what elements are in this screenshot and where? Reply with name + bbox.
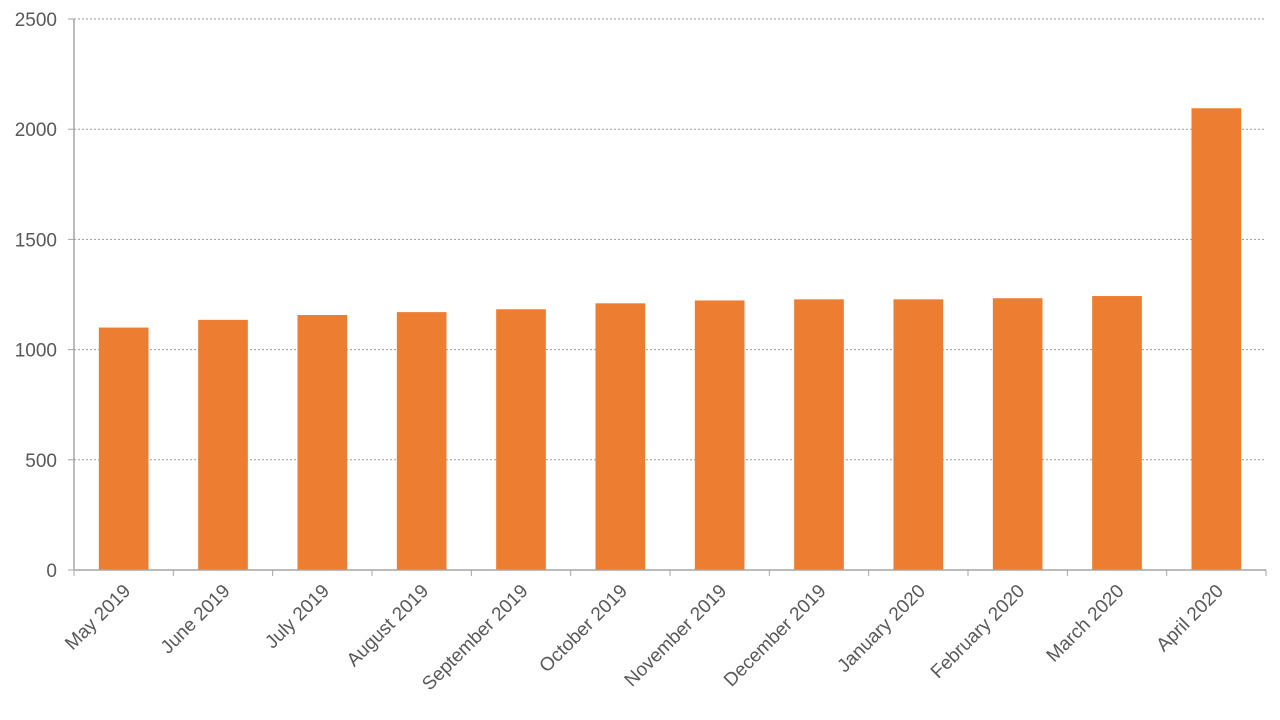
x-tick-label: September 2019 [418,581,532,695]
x-tick-label: January 2020 [834,581,930,677]
x-tick-label: March 2020 [1043,581,1129,667]
bars [98,108,1242,571]
x-tick-label: May 2019 [61,581,135,655]
y-tick-label: 1000 [15,341,57,362]
y-tick-label: 0 [46,561,57,582]
x-tick-label: August 2019 [343,581,433,671]
y-tick-label: 2500 [15,10,57,31]
bar [893,299,944,570]
bar [1191,108,1242,571]
x-tick-label: February 2020 [927,581,1029,683]
bar [794,299,844,570]
y-tick-label: 500 [25,451,57,472]
x-tick-label: October 2019 [536,581,632,677]
axes [68,18,1267,576]
bar [297,314,348,570]
x-tick-label: April 2020 [1153,581,1228,656]
bar [595,303,646,570]
bar [198,319,248,570]
bar [98,327,149,570]
y-tick-labels: 0 500 1000 1500 2000 2500 [15,10,57,582]
x-tick-label: June 2019 [157,581,235,659]
x-tick-label: November 2019 [621,581,731,691]
x-tick-label: December 2019 [720,581,830,691]
bar [496,309,546,570]
gridlines [74,18,1266,461]
x-tick-label: July 2019 [262,581,334,653]
x-tick-labels: May 2019 June 2019 July 2019 August 2019Sep… [61,581,1228,695]
y-tick-label: 2000 [15,120,57,141]
bar [396,312,447,570]
bar [992,298,1043,570]
y-tick-label: 1500 [15,230,57,251]
bar [694,300,745,570]
bar [1092,296,1142,570]
